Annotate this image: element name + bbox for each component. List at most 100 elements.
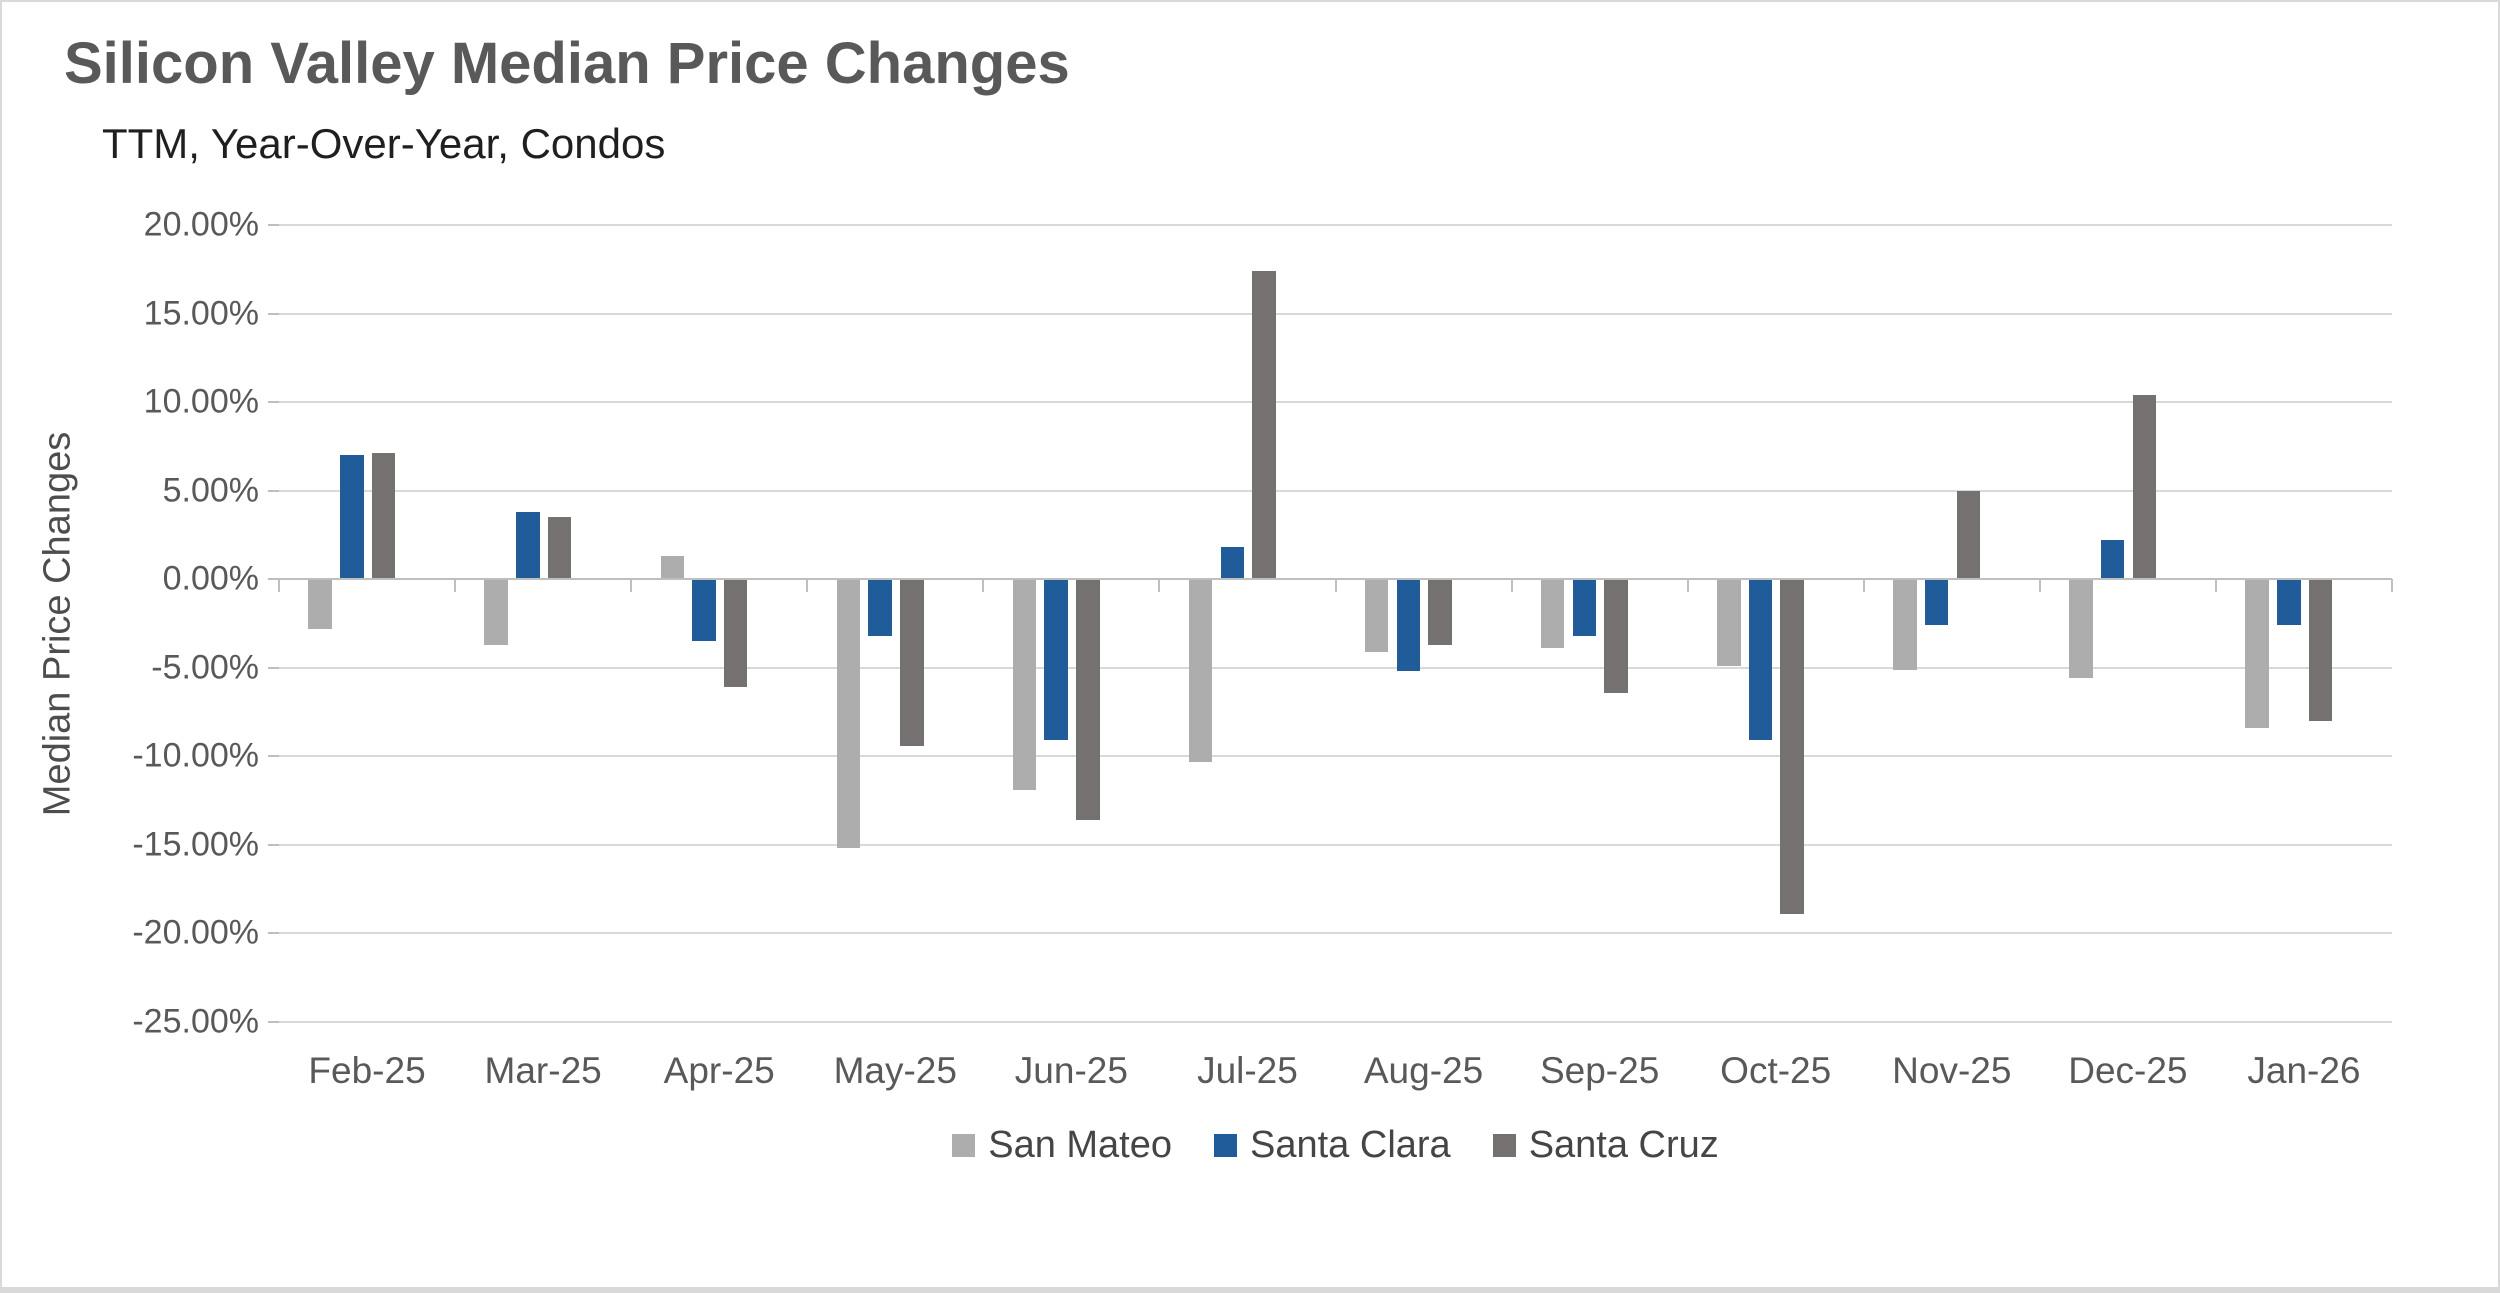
legend-label-san-mateo: San Mateo	[988, 1124, 1173, 1166]
x-tick-label-sep-25: Sep-25	[1539, 1050, 1660, 1091]
bar-santa-clara-may-25	[868, 579, 892, 636]
bar-santa-clara-jul-25	[1220, 547, 1245, 580]
bar-santa-clara-mar-25	[516, 511, 540, 580]
x-axis-tick-3	[806, 579, 809, 593]
bar-santa-cruz-may-25	[900, 579, 924, 746]
y-axis-tick-20	[268, 224, 279, 226]
x-tick-label-oct-25: Oct-25	[1720, 1050, 1832, 1091]
y-axis-tick--15	[268, 843, 279, 846]
x-tick-label-mar-25: Mar-25	[484, 1050, 602, 1091]
bar-santa-cruz-feb-25	[371, 453, 396, 580]
legend-item-santa-cruz: Santa Cruz	[1492, 1124, 1719, 1167]
gridline-10	[279, 401, 2392, 404]
bar-santa-cruz-dec-25	[2132, 395, 2157, 580]
bar-santa-cruz-sep-25	[1604, 579, 1628, 693]
x-tick-label-feb-25: Feb-25	[308, 1050, 426, 1091]
y-axis-tick-0	[268, 578, 279, 581]
x-axis-tick-5	[1158, 579, 1161, 593]
x-axis-tick-6	[1334, 579, 1337, 593]
gridline-20	[279, 224, 2392, 226]
bar-san-mateo-apr-25	[660, 556, 685, 580]
y-tick-label--15: -15.00%	[132, 825, 259, 864]
y-tick-label-10: 10.00%	[143, 382, 259, 421]
y-tick-label-0: 0.00%	[162, 559, 259, 598]
y-tick-label--5: -5.00%	[151, 648, 259, 687]
legend-swatch-san-mateo	[952, 1134, 976, 1157]
bar-santa-clara-dec-25	[2100, 540, 2125, 580]
y-tick-label--20: -20.00%	[132, 913, 259, 952]
y-axis-tick-15	[268, 312, 279, 315]
bar-san-mateo-dec-25	[2069, 579, 2093, 679]
bar-san-mateo-mar-25	[484, 579, 508, 645]
bar-san-mateo-jun-25	[1012, 579, 1037, 790]
y-axis-tick--10	[268, 755, 279, 758]
bar-santa-clara-nov-25	[1924, 579, 1949, 626]
bar-santa-clara-feb-25	[340, 455, 364, 580]
bar-santa-cruz-jan-26	[2308, 579, 2333, 721]
x-tick-label-jul-25: Jul-25	[1197, 1050, 1298, 1091]
gridline-15	[279, 312, 2392, 315]
x-axis-tick-0	[278, 579, 280, 593]
bar-santa-cruz-mar-25	[547, 517, 572, 580]
bar-santa-clara-jan-26	[2277, 579, 2301, 626]
x-axis-tick-12	[2391, 579, 2393, 593]
gridline--15	[279, 843, 2392, 846]
x-tick-label-jun-25: Jun-25	[1014, 1050, 1128, 1091]
bar-santa-clara-jun-25	[1044, 579, 1068, 741]
x-axis-tick-10	[2038, 579, 2041, 593]
x-axis-tick-7	[1510, 579, 1513, 593]
bar-san-mateo-jan-26	[2245, 579, 2269, 728]
bar-santa-clara-sep-25	[1572, 579, 1597, 636]
bar-santa-cruz-jun-25	[1076, 579, 1100, 821]
legend-item-san-mateo: San Mateo	[952, 1124, 1172, 1167]
gridline--5	[279, 666, 2392, 669]
chart-subtitle: TTM, Year-Over-Year, Condos	[102, 120, 666, 167]
gridline--20	[279, 932, 2392, 935]
gridline-5	[279, 489, 2392, 492]
bar-santa-cruz-aug-25	[1428, 579, 1452, 645]
x-tick-label-jan-26: Jan-26	[2247, 1050, 2361, 1091]
bar-san-mateo-aug-25	[1364, 579, 1389, 652]
x-axis-tick-11	[2214, 579, 2217, 593]
y-axis-tick-10	[268, 401, 279, 404]
x-tick-label-dec-25: Dec-25	[2068, 1050, 2188, 1091]
x-tick-label-may-25: May-25	[833, 1050, 957, 1091]
y-axis-tick-5	[268, 489, 279, 492]
legend-swatch-santa-cruz	[1492, 1134, 1516, 1157]
y-tick-label--25: -25.00%	[132, 1002, 259, 1041]
chart-title: Silicon Valley Median Price Changes	[64, 31, 1070, 96]
y-tick-label-20: 20.00%	[143, 205, 259, 244]
x-axis-tick-4	[982, 579, 985, 593]
bar-santa-clara-aug-25	[1396, 579, 1421, 672]
bar-san-mateo-feb-25	[308, 579, 332, 629]
x-axis-tick-8	[1686, 579, 1689, 593]
gridline--10	[279, 755, 2392, 758]
legend-swatch-santa-clara	[1214, 1134, 1238, 1157]
bar-santa-clara-apr-25	[692, 579, 716, 642]
legend-label-santa-clara: Santa Clara	[1250, 1124, 1451, 1166]
bar-san-mateo-may-25	[836, 579, 861, 849]
bar-san-mateo-jul-25	[1188, 579, 1213, 762]
bar-san-mateo-nov-25	[1893, 579, 1917, 670]
y-tick-label--10: -10.00%	[132, 736, 259, 775]
y-axis-tick--25	[268, 1021, 279, 1023]
x-tick-label-aug-25: Aug-25	[1363, 1050, 1484, 1091]
bar-san-mateo-oct-25	[1717, 579, 1741, 666]
bar-san-mateo-sep-25	[1540, 579, 1565, 649]
y-tick-label-5: 5.00%	[162, 471, 259, 510]
y-axis-tick--5	[268, 666, 279, 669]
bar-santa-cruz-jul-25	[1252, 271, 1276, 580]
bar-santa-cruz-nov-25	[1956, 490, 1981, 580]
gridline--25	[279, 1021, 2392, 1023]
legend-label-santa-cruz: Santa Cruz	[1528, 1124, 1719, 1166]
y-axis-tick--20	[268, 932, 279, 935]
x-tick-label-apr-25: Apr-25	[663, 1050, 775, 1091]
legend-item-santa-clara: Santa Clara	[1214, 1124, 1451, 1167]
x-axis-tick-1	[454, 579, 457, 593]
x-axis-tick-9	[1862, 579, 1865, 593]
bar-santa-cruz-oct-25	[1780, 579, 1804, 914]
x-axis-tick-2	[630, 579, 633, 593]
x-tick-label-nov-25: Nov-25	[1892, 1050, 2012, 1091]
y-tick-label-15: 15.00%	[143, 294, 259, 333]
